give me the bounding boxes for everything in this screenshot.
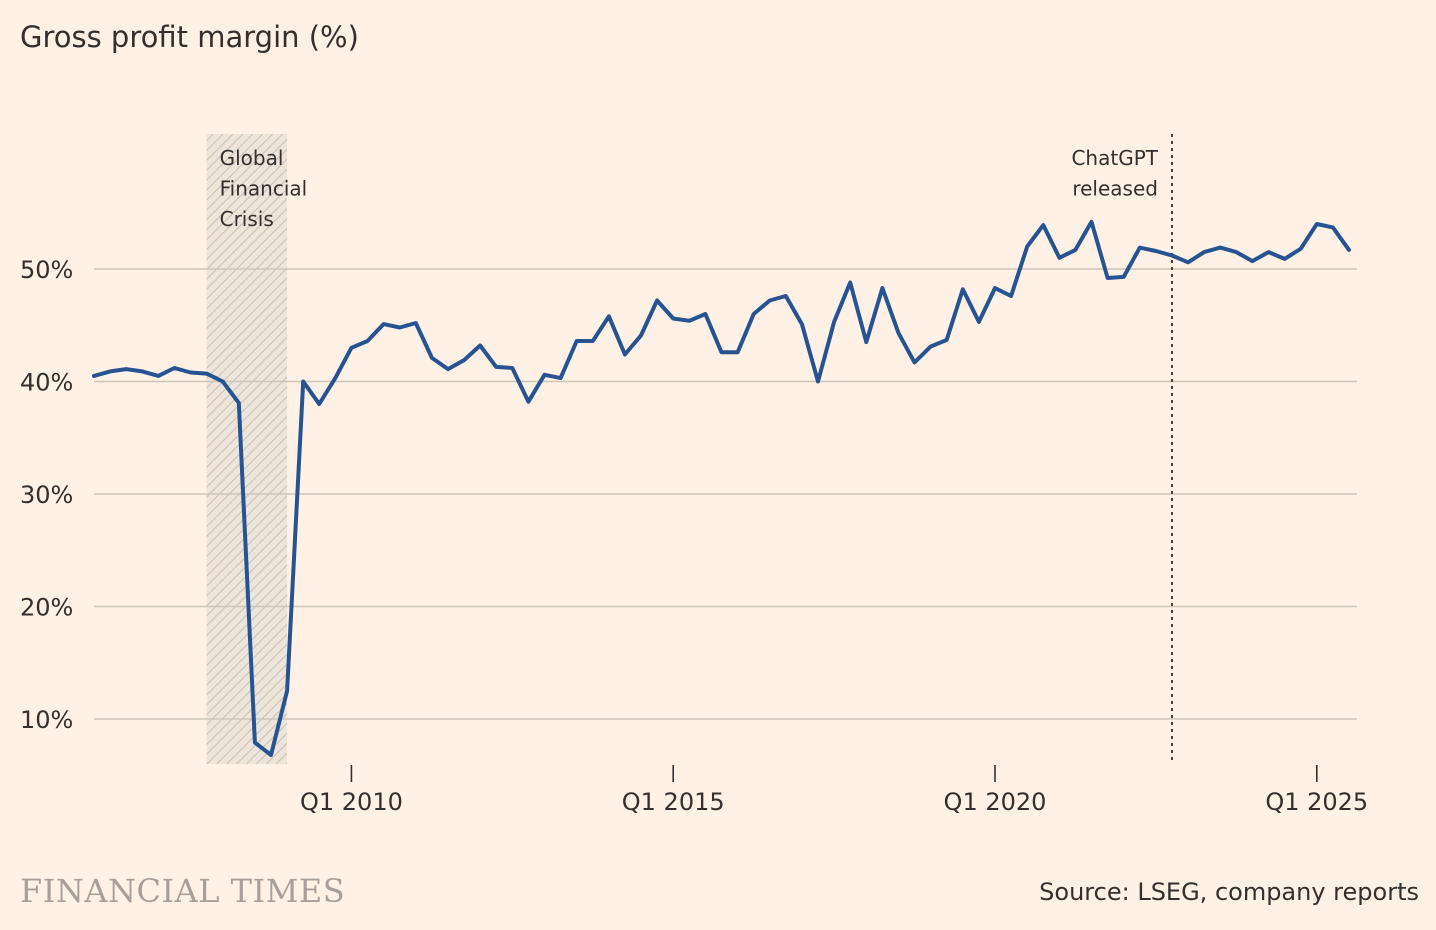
data-point — [1234, 250, 1238, 254]
crisis-annotation-label: Financial — [220, 177, 308, 201]
data-point — [1057, 256, 1061, 260]
data-point — [913, 360, 917, 364]
data-point — [543, 373, 547, 377]
data-point — [929, 345, 933, 349]
data-point — [285, 689, 289, 693]
data-point — [687, 319, 691, 323]
data-point — [462, 358, 466, 362]
y-tick-label: 50% — [20, 256, 73, 284]
data-point — [156, 374, 160, 378]
data-point — [784, 294, 788, 298]
data-point — [1041, 223, 1045, 227]
source-note: Source: LSEG, company reports — [1039, 878, 1419, 906]
data-point — [559, 376, 563, 380]
data-point — [1073, 248, 1077, 252]
data-point — [1154, 249, 1158, 253]
data-point — [945, 338, 949, 342]
x-tick-label: Q1 2025 — [1265, 788, 1368, 816]
data-point — [349, 346, 353, 350]
data-point — [108, 369, 112, 373]
data-point — [639, 333, 643, 337]
data-point — [446, 367, 450, 371]
data-point — [92, 374, 96, 378]
data-point — [752, 312, 756, 316]
data-point — [575, 339, 579, 343]
data-point — [1186, 260, 1190, 264]
data-point — [864, 340, 868, 344]
series-line-gross-profit-margin — [92, 219, 1351, 757]
data-point — [977, 320, 981, 324]
data-point — [382, 322, 386, 326]
data-point — [301, 380, 305, 384]
data-point — [800, 322, 804, 326]
y-tick-label: 30% — [20, 481, 73, 509]
data-point — [1202, 250, 1206, 254]
data-point — [1331, 225, 1335, 229]
data-point — [1170, 254, 1174, 258]
y-tick-label: 10% — [20, 706, 73, 734]
data-point — [623, 353, 627, 357]
data-point — [366, 339, 370, 343]
data-point — [221, 380, 225, 384]
data-point — [768, 299, 772, 303]
data-point — [172, 366, 176, 370]
data-point — [124, 367, 128, 371]
data-point — [253, 741, 257, 745]
data-point — [880, 286, 884, 290]
x-tick-label: Q1 2015 — [622, 788, 725, 816]
chatgpt-annotation-label: released — [1072, 177, 1158, 201]
data-point — [736, 350, 740, 354]
data-point — [703, 312, 707, 316]
data-point — [398, 326, 402, 330]
brand-logo: FINANCIAL TIMES — [20, 872, 346, 910]
y-tick-label: 20% — [20, 594, 73, 622]
data-point — [897, 331, 901, 335]
data-point — [494, 365, 498, 369]
chart-title: Gross profit margin (%) — [20, 20, 359, 54]
data-point — [414, 321, 418, 325]
data-point — [607, 314, 611, 318]
data-point — [317, 402, 321, 406]
data-point — [720, 350, 724, 354]
crisis-annotation-label: Global — [220, 146, 284, 170]
data-point — [1009, 294, 1013, 298]
data-point — [189, 371, 193, 375]
data-point — [848, 281, 852, 285]
data-point — [655, 299, 659, 303]
data-point — [510, 366, 514, 370]
crisis-annotation-label: Crisis — [220, 207, 274, 231]
data-point — [1315, 222, 1319, 226]
data-point — [1347, 248, 1351, 252]
data-point — [205, 372, 209, 376]
data-point — [1122, 275, 1126, 279]
crisis-shaded-band — [206, 134, 288, 764]
data-point — [1283, 257, 1287, 261]
data-point — [430, 356, 434, 360]
data-point — [1267, 250, 1271, 254]
x-tick-label: Q1 2010 — [300, 788, 403, 816]
data-point — [993, 286, 997, 290]
data-point — [526, 400, 530, 404]
data-point — [671, 317, 675, 321]
data-point — [140, 369, 144, 373]
chatgpt-annotation-label: ChatGPT — [1071, 146, 1158, 170]
data-point — [1090, 220, 1094, 224]
data-point — [478, 344, 482, 348]
data-point — [832, 320, 836, 324]
data-point — [591, 339, 595, 343]
data-point — [333, 376, 337, 380]
data-point — [1299, 247, 1303, 251]
data-point — [961, 287, 965, 291]
data-point — [1218, 246, 1222, 250]
data-point — [1250, 259, 1254, 263]
data-point — [1106, 276, 1110, 280]
data-point — [1138, 246, 1142, 250]
x-tick-label: Q1 2020 — [944, 788, 1047, 816]
data-point — [1025, 245, 1029, 249]
data-point — [816, 380, 820, 384]
data-point — [269, 753, 273, 757]
y-tick-label: 40% — [20, 369, 73, 397]
data-point — [237, 401, 241, 405]
